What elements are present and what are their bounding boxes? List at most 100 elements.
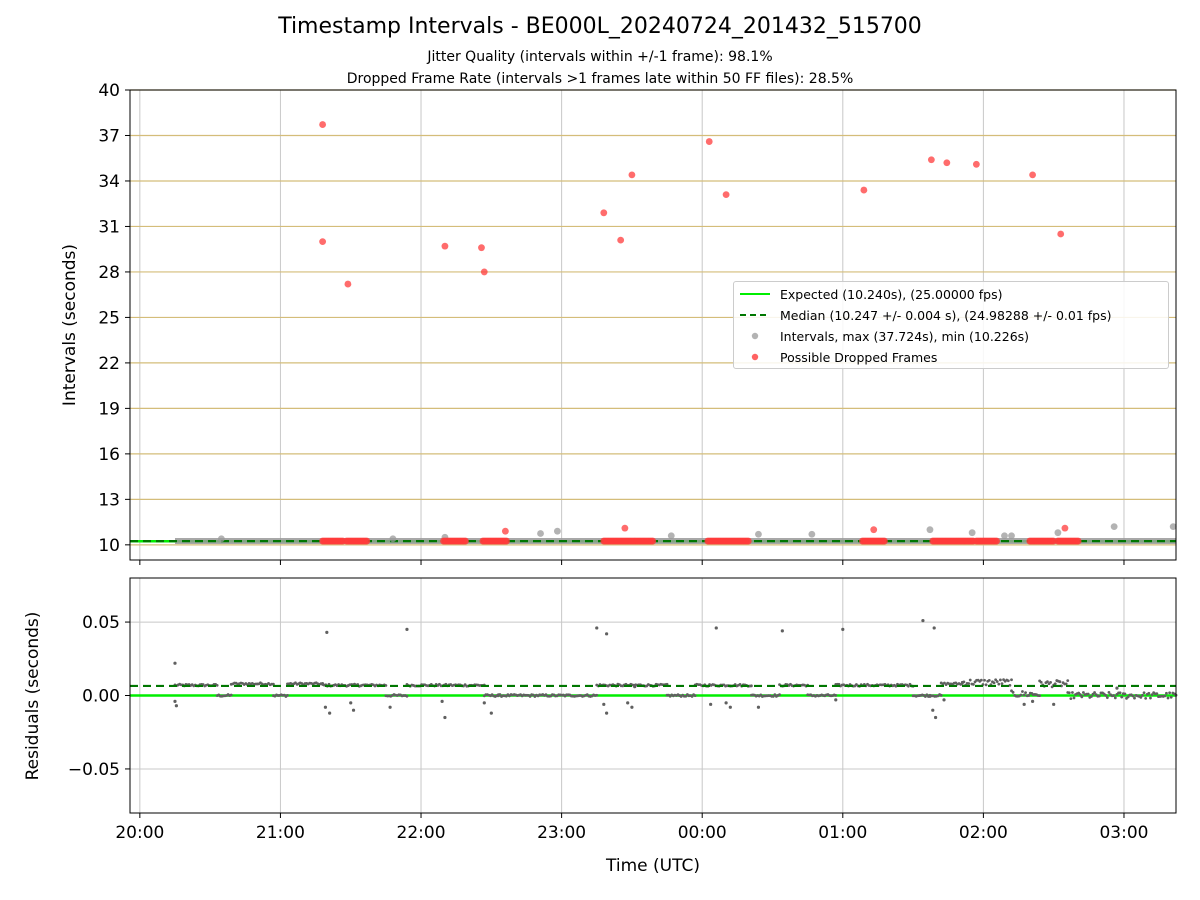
- residual-point-27: [984, 683, 988, 687]
- residual-outlier-32: [933, 715, 938, 720]
- dropped-point-14: [870, 526, 878, 534]
- residual-outlier-21: [714, 626, 718, 630]
- residual-point-30: [1078, 693, 1082, 696]
- residual-point-28: [1027, 694, 1031, 697]
- residual-point-29: [1039, 680, 1043, 684]
- dropped-cluster-point-1: [363, 537, 371, 545]
- residual-point-28: [1011, 690, 1015, 694]
- residual-point-28: [1038, 694, 1042, 698]
- residual-outlier-5: [328, 711, 332, 715]
- dropped-point-2: [344, 280, 352, 288]
- residual-point-23: [894, 684, 898, 688]
- residual-point-27: [962, 680, 966, 684]
- residual-point-31: [1131, 694, 1135, 698]
- residual-outlier-23: [724, 701, 728, 705]
- dropped-point-13: [860, 186, 868, 194]
- residual-outlier-11: [440, 699, 444, 703]
- residuals-axes: 20:00 21:00 22:00 23:00 00:00 01:00 02:00 03:00…: [68, 613, 1149, 843]
- residual-outlier-9: [388, 705, 392, 709]
- legend-median: Median (10.247 +/- 0.004 s), (24.98288 +…: [734, 305, 1168, 325]
- residual-point-25: [939, 693, 943, 697]
- residual-point-31: [1144, 696, 1148, 700]
- dropped-point-4: [478, 244, 485, 252]
- x-tick-label-3: 23:00: [537, 823, 586, 843]
- residual-point-30: [1072, 696, 1076, 700]
- residual-outlier-33: [942, 698, 946, 702]
- residual-point-31: [1168, 691, 1172, 695]
- residual-point-28: [1024, 691, 1027, 695]
- residual-point-27: [968, 678, 972, 682]
- intervals-y-axis-label: Intervals (seconds): [60, 244, 80, 406]
- intervals-ytick-label-8: 34: [98, 172, 120, 192]
- intervals-axes: 10 13 16 19 22 25 28 31 34 37 40: [98, 81, 1125, 565]
- interval-point-7: [808, 530, 816, 538]
- intervals-ytick-label-9: 37: [98, 126, 120, 146]
- residual-point-8: [405, 694, 409, 698]
- residual-point-21: [834, 693, 838, 697]
- intervals-ytick-label-7: 31: [98, 217, 120, 237]
- intervals-ytick-label-1: 13: [98, 490, 120, 510]
- residual-point-12: [595, 693, 599, 697]
- residual-point-29: [1058, 680, 1062, 684]
- dropped-cluster-point-2: [462, 537, 469, 545]
- dropped-point-18: [1029, 171, 1036, 179]
- legend-dropped-label: Possible Dropped Frames: [780, 350, 938, 365]
- legend-expected-line: [740, 293, 770, 295]
- intervals-plot: [130, 121, 1177, 545]
- dropped-point-1: [319, 238, 327, 246]
- dropped-point-15: [927, 156, 935, 164]
- residual-point-31: [1147, 691, 1151, 695]
- legend-dropped-marker: [751, 353, 759, 361]
- residuals-ytick-label-1: 0.00: [82, 687, 120, 707]
- dropped-frame-rate-subtitle: Dropped Frame Rate (intervals >1 frames …: [346, 71, 854, 87]
- intervals-ytick-label-5: 25: [98, 308, 120, 328]
- residual-point-30: [1071, 691, 1074, 694]
- x-tick-label-6: 02:00: [959, 823, 1008, 843]
- residual-outlier-19: [630, 705, 634, 709]
- residual-point-31: [1139, 695, 1143, 699]
- interval-point-14: [1169, 523, 1177, 531]
- dropped-point-5: [480, 268, 488, 276]
- residual-point-31: [1126, 695, 1130, 699]
- residual-outlier-29: [921, 618, 925, 623]
- residual-point-27: [979, 678, 983, 682]
- x-tick-label-0: 20:00: [115, 823, 164, 843]
- dropped-cluster-point-3: [503, 537, 510, 545]
- residual-point-27: [997, 682, 1001, 686]
- interval-point-11: [1008, 532, 1015, 540]
- residual-point-31: [1093, 691, 1096, 694]
- residual-point-31: [1097, 694, 1101, 698]
- intervals-ytick-label-3: 19: [98, 399, 120, 419]
- residual-point-31: [1166, 696, 1170, 700]
- residual-point-31: [1133, 696, 1136, 700]
- interval-point-12: [1054, 529, 1062, 537]
- dropped-point-12: [722, 191, 730, 199]
- residual-point-2: [229, 693, 233, 697]
- residual-point-4: [286, 693, 289, 697]
- legend-dropped: Possible Dropped Frames: [734, 347, 1168, 367]
- residuals-ytick-label-0: −0.05: [68, 760, 120, 780]
- interval-point-4: [553, 527, 561, 535]
- residual-outlier-1: [173, 699, 177, 703]
- residual-point-31: [1118, 691, 1122, 695]
- residual-point-31: [1163, 694, 1167, 698]
- legend-intervals-label: Intervals, max (37.724s), min (10.226s): [780, 329, 1030, 344]
- jitter-quality-subtitle: Jitter Quality (intervals within +/-1 fr…: [427, 49, 773, 65]
- residual-point-31: [1082, 691, 1085, 694]
- dropped-cluster-point-4: [649, 537, 657, 545]
- interval-point-0: [217, 535, 225, 543]
- x-tick-label-2: 22:00: [397, 823, 446, 843]
- dropped-point-11: [705, 138, 713, 145]
- residual-point-29: [1053, 682, 1057, 686]
- dropped-point-20: [1061, 524, 1069, 532]
- residual-point-31: [1120, 695, 1124, 699]
- residual-point-31: [1104, 693, 1108, 697]
- residual-point-31: [1165, 691, 1168, 695]
- residual-point-27: [987, 679, 991, 682]
- residuals-y-axis-label: Residuals (seconds): [23, 612, 43, 781]
- residual-outlier-16: [602, 702, 606, 706]
- residual-point-27: [1000, 682, 1004, 686]
- x-tick-label-4: 00:00: [678, 823, 727, 843]
